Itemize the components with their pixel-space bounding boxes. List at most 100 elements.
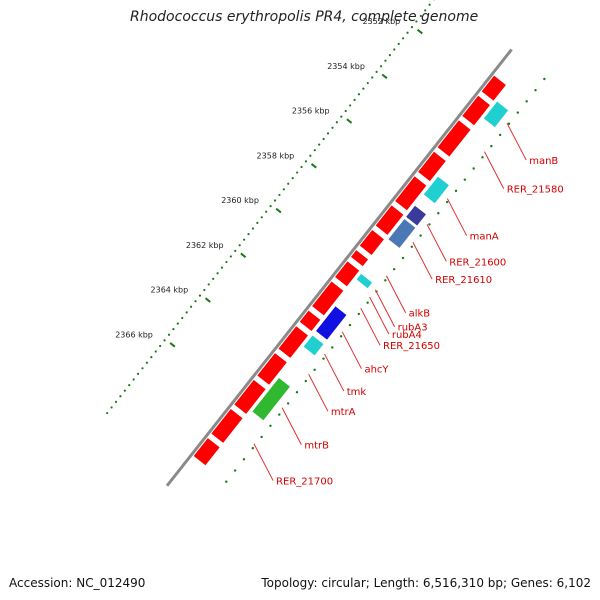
inner-tick-dot xyxy=(304,379,308,383)
tick-dot xyxy=(167,333,171,336)
inner-tick-dot xyxy=(339,335,343,338)
gene-tmk xyxy=(303,335,324,356)
inner-tick-dot xyxy=(242,458,246,461)
gene-RER_21600 xyxy=(406,205,426,226)
tick-dot xyxy=(238,244,241,247)
forward-gene xyxy=(299,310,321,332)
forward-gene xyxy=(418,151,446,182)
tick-dot xyxy=(128,383,131,387)
inner-tick-dot xyxy=(419,234,422,237)
gene-RER_21610 xyxy=(388,219,416,248)
tick-dot xyxy=(159,344,162,348)
gene-label-alkB: alkB xyxy=(409,309,431,320)
inner-tick-dot xyxy=(445,200,449,204)
genome-backbone xyxy=(165,48,513,487)
reverse-strand-genes xyxy=(252,101,509,421)
genome-summary-text: Topology: circular; Length: 6,516,310 bp… xyxy=(261,576,591,590)
major-tick xyxy=(275,207,282,214)
forward-gene xyxy=(257,353,287,385)
tick-dot xyxy=(185,311,188,314)
leader-line xyxy=(484,151,505,189)
leader-line xyxy=(426,224,447,262)
inner-tick-dot xyxy=(454,189,458,193)
gene-label-RER_21600: RER_21600 xyxy=(449,257,506,268)
tick-dot xyxy=(406,31,409,34)
tick-dot xyxy=(229,255,232,258)
map-title: Rhodococcus erythropolis PR4, complete g… xyxy=(130,9,479,25)
tick-dot xyxy=(371,76,374,79)
tick-label: 2356 kbp xyxy=(292,107,330,116)
backbone-line xyxy=(165,48,513,487)
forward-gene xyxy=(193,438,220,466)
tick-dot xyxy=(296,171,299,174)
major-tick xyxy=(240,252,247,258)
inner-tick-dot xyxy=(392,267,396,271)
inner-tick-dot xyxy=(525,100,528,103)
tick-dot xyxy=(278,193,281,197)
tick-dot xyxy=(176,322,179,325)
tick-label: 2364 kbp xyxy=(151,286,189,295)
gene-label-rubA3: rubA3 xyxy=(398,323,428,334)
tick-dot xyxy=(132,378,135,381)
inner-tick-dot xyxy=(543,77,546,81)
tick-dot xyxy=(349,104,352,107)
gene-manA xyxy=(423,176,449,204)
forward-gene xyxy=(437,120,471,157)
major-tick xyxy=(310,163,317,169)
tick-dot xyxy=(212,277,215,280)
tick-dot xyxy=(375,70,378,73)
forward-gene xyxy=(234,379,266,414)
tick-dot xyxy=(194,300,197,303)
gene-label-RER_21610: RER_21610 xyxy=(435,275,492,286)
inner-tick-dot xyxy=(286,402,290,405)
tick-dot xyxy=(106,411,109,415)
tick-dot xyxy=(415,20,418,23)
leader-line xyxy=(369,296,390,335)
tick-dot xyxy=(207,283,210,286)
tick-dot xyxy=(335,121,338,124)
tick-dot xyxy=(247,232,250,236)
gene-label-manA: manA xyxy=(470,232,499,243)
tick-dot xyxy=(357,93,361,96)
inner-tick-dot xyxy=(357,312,361,316)
inner-tick-dot xyxy=(437,212,440,215)
gene-label-tmk: tmk xyxy=(347,387,367,398)
tick-dot xyxy=(287,182,290,185)
tick-dot xyxy=(136,372,140,376)
gene-label-manB: manB xyxy=(529,156,558,167)
forward-gene xyxy=(481,75,506,101)
inner-tick-dot xyxy=(313,368,316,372)
inner-tick-dot xyxy=(366,301,369,304)
major-tick xyxy=(169,342,176,348)
leader-line xyxy=(253,443,274,481)
major-tick xyxy=(381,73,388,79)
leader-line xyxy=(281,407,302,445)
gene-rubA3 xyxy=(356,273,373,289)
gene-labels: manB RER_21580 manA RER_21600 RER_21610 alkB r… xyxy=(253,122,564,488)
tick-dot xyxy=(141,367,144,370)
tick-dot xyxy=(273,199,277,202)
tick-dot xyxy=(410,26,414,29)
inner-tick-dot xyxy=(260,435,263,439)
tick-dot xyxy=(362,87,365,90)
tick-dot xyxy=(282,188,285,191)
inner-tick-dot xyxy=(490,144,493,148)
tick-dot xyxy=(366,81,369,85)
gene-ahcY xyxy=(316,306,347,340)
tick-dot xyxy=(309,154,312,157)
tick-dot xyxy=(344,109,347,113)
inner-tick-dot xyxy=(498,133,502,137)
tick-dot xyxy=(384,59,387,62)
gene-label-ahcY: ahcY xyxy=(364,365,389,376)
gene-label-rubA4: rubA4 xyxy=(392,330,422,341)
leader-line xyxy=(506,122,527,161)
forward-gene xyxy=(375,205,404,235)
tick-label: 2360 kbp xyxy=(221,196,259,205)
inner-tick-ring xyxy=(225,77,546,483)
leader-line xyxy=(360,307,381,346)
forward-gene xyxy=(211,409,243,443)
major-tick xyxy=(204,297,211,303)
tick-dot xyxy=(265,210,268,213)
inner-tick-dot xyxy=(295,391,299,394)
